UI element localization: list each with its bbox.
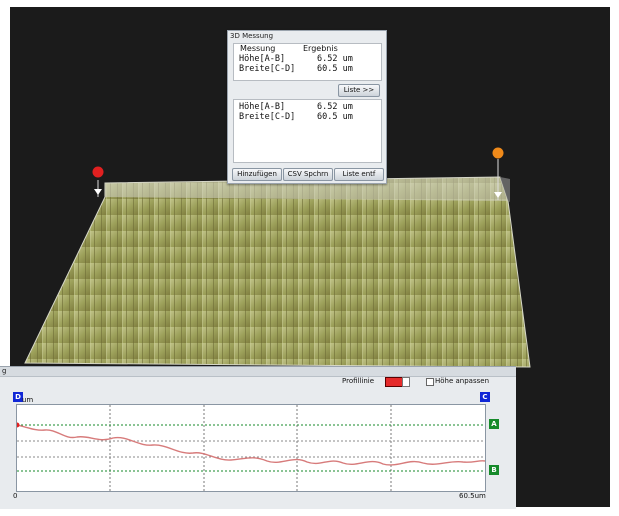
marker-c[interactable]: C — [480, 392, 490, 402]
row-1-label: Höhe[A-B] — [239, 54, 286, 64]
hinzufuegen-button[interactable]: Hinzufügen — [232, 168, 282, 181]
panel-titlebar: g — [0, 367, 516, 377]
row-2-value: 60.5 um — [317, 64, 353, 74]
pin-b-icon[interactable] — [492, 147, 504, 159]
measurement-list[interactable]: Höhe[A-B] 6.52 um Breite[C-D] 60.5 um — [233, 99, 382, 163]
profile-line-label: Profillinie — [342, 377, 375, 385]
panel-title-fragment: g — [2, 367, 7, 375]
pin-a-triangle-icon — [94, 189, 102, 195]
profile-plot[interactable] — [14, 404, 486, 492]
profile-svg — [14, 405, 486, 491]
list-row-1-value: 6.52 um — [317, 102, 353, 112]
surface-top-band — [105, 177, 508, 201]
left-unit-label: um — [22, 396, 34, 404]
profile-curve — [16, 424, 486, 466]
pin-b-triangle-icon — [494, 192, 502, 198]
list-row-2-label: Breite[C-D] — [239, 112, 296, 122]
pin-a-icon[interactable] — [92, 166, 104, 178]
liste-button[interactable]: Liste >> — [338, 84, 380, 97]
list-row-1-label: Höhe[A-B] — [239, 102, 286, 112]
marker-d[interactable]: D — [13, 392, 23, 402]
fit-height-checkbox[interactable] — [426, 378, 434, 386]
fit-height-label: Höhe anpassen — [435, 377, 490, 385]
row-2-label: Breite[C-D] — [239, 64, 296, 74]
measurement-table: Messung Ergebnis Höhe[A-B] 6.52 um Breit… — [233, 43, 382, 81]
liste-entfernen-button[interactable]: Liste entf — [334, 168, 384, 181]
left-bottom-label: 0 — [13, 492, 18, 500]
surface-render[interactable] — [10, 7, 610, 507]
measurement-dialog: 3D Messung Messung Ergebnis Höhe[A-B] 6.… — [227, 30, 387, 184]
surface-polygon[interactable] — [24, 176, 531, 368]
right-bottom-label: 60.5um — [459, 492, 486, 500]
marker-b[interactable]: B — [489, 465, 499, 475]
header-messung: Messung — [240, 44, 276, 53]
dialog-title: 3D Messung — [230, 32, 274, 40]
list-row-2-value: 60.5 um — [317, 112, 353, 122]
marker-a[interactable]: A — [489, 419, 499, 429]
profile-color-swatch[interactable] — [385, 377, 403, 387]
profile-color-dropdown-icon[interactable] — [402, 377, 410, 387]
row-1-value: 6.52 um — [317, 54, 353, 64]
csv-speichern-button[interactable]: CSV Spchrn — [283, 168, 333, 181]
surface-right-wall — [500, 177, 510, 202]
header-ergebnis: Ergebnis — [303, 44, 338, 53]
